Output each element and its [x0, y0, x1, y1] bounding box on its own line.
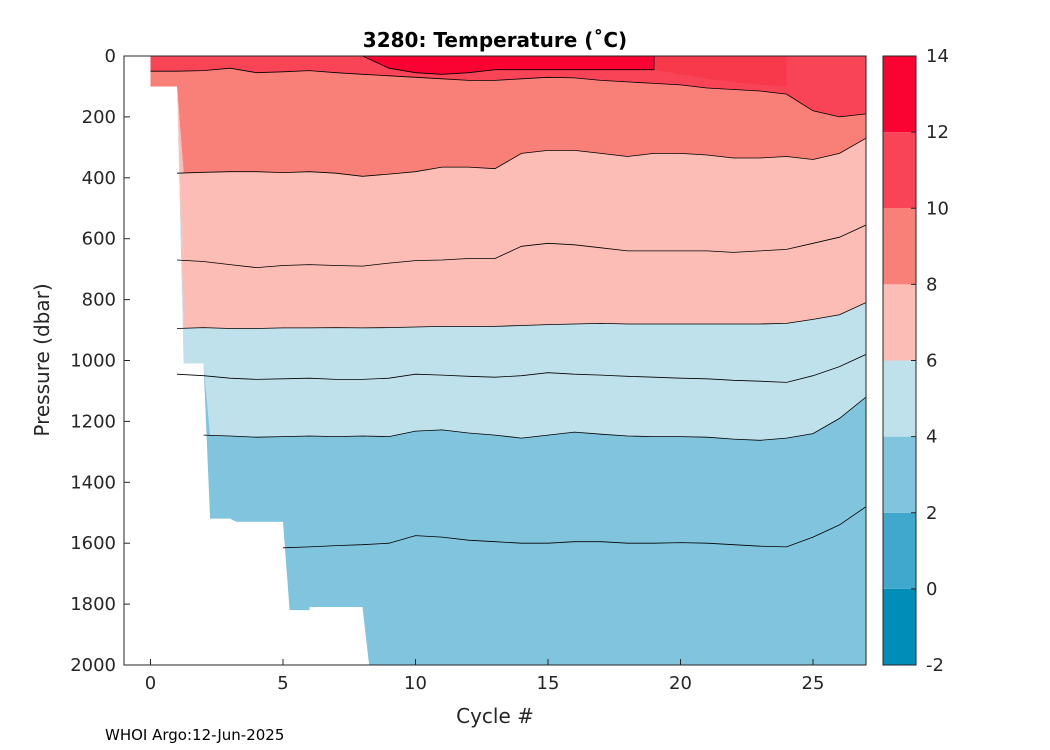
- band-6-8-lower: [150, 86, 866, 329]
- band-10-12-patch: [654, 56, 787, 87]
- colorbar-tick-label: 14: [926, 46, 949, 67]
- y-tick-label: 1000: [70, 351, 116, 372]
- contour-lines: [150, 56, 866, 549]
- y-tick-label: 600: [82, 229, 116, 250]
- y-tick-label: 400: [82, 168, 116, 189]
- isotherm-4-4: [176, 302, 866, 329]
- colorbar-swatch: [883, 360, 916, 437]
- colorbar-swatch: [883, 588, 916, 665]
- x-tick-label: 20: [669, 673, 692, 694]
- y-axis-label: Pressure (dbar): [30, 283, 54, 436]
- x-tick-label: 25: [802, 673, 825, 694]
- contour-fills: [124, 56, 866, 665]
- y-tick-label: 2000: [70, 655, 116, 676]
- colorbar-tick-label: 8: [926, 274, 937, 295]
- band-8-10: [150, 68, 866, 177]
- y-tick-label: 1800: [70, 594, 116, 615]
- colorbar-swatch: [883, 436, 916, 513]
- x-axis-ticks: 0 5 10 15 20 25: [145, 659, 825, 694]
- x-tick-label: 5: [277, 673, 288, 694]
- no-data-mask: [124, 56, 866, 665]
- y-tick-label: 0: [105, 46, 116, 67]
- colorbar-tick-label: 0: [926, 579, 937, 600]
- x-tick-label: 15: [537, 673, 560, 694]
- colorbar-tick-label: 4: [926, 427, 937, 448]
- y-axis-ticks: 0 200 400 600 800 1000 1200 1400 1600 1800 2000: [70, 46, 130, 676]
- x-axis-label: Cycle #: [456, 704, 534, 728]
- band-6-8-upper: [150, 86, 866, 268]
- colorbar: -2 0 2 4 6 8 10 12 14: [882, 46, 949, 676]
- band-4-6: [150, 86, 866, 441]
- colorbar-swatch: [883, 208, 916, 285]
- isotherm-2-5: [203, 396, 866, 441]
- colorbar-tick-label: 2: [926, 503, 937, 524]
- x-tick-label: 10: [404, 673, 427, 694]
- colorbar-swatch: [883, 512, 916, 589]
- y-tick-label: 1200: [70, 411, 116, 432]
- colorbar-tick-label: -2: [926, 655, 944, 676]
- band-12-14: [362, 56, 654, 75]
- y-tick-label: 800: [82, 290, 116, 311]
- isotherm-2-7: [282, 506, 866, 549]
- isotherm-10-1: [150, 56, 866, 118]
- footer-credit: WHOI Argo:12-Jun-2025: [105, 726, 284, 744]
- colorbar-swatch: [883, 132, 916, 209]
- isotherm-4-6: [176, 354, 866, 383]
- isotherm-8-2: [176, 137, 866, 177]
- band-2-4: [150, 86, 866, 665]
- colorbar-tick-label: 12: [926, 122, 949, 143]
- y-tick-label: 1600: [70, 533, 116, 554]
- y-tick-label: 200: [82, 107, 116, 128]
- colorbar-swatch: [883, 284, 916, 361]
- y-tick-label: 1400: [70, 472, 116, 493]
- colorbar-tick-label: 10: [926, 198, 949, 219]
- chart-title: 3280: Temperature (˚C): [363, 28, 627, 52]
- colorbar-swatch: [883, 56, 916, 133]
- colorbar-tick-label: 6: [926, 351, 937, 372]
- isotherm-12-0: [362, 56, 655, 75]
- isotherm-6-3: [176, 224, 866, 269]
- x-tick-label: 0: [145, 673, 156, 694]
